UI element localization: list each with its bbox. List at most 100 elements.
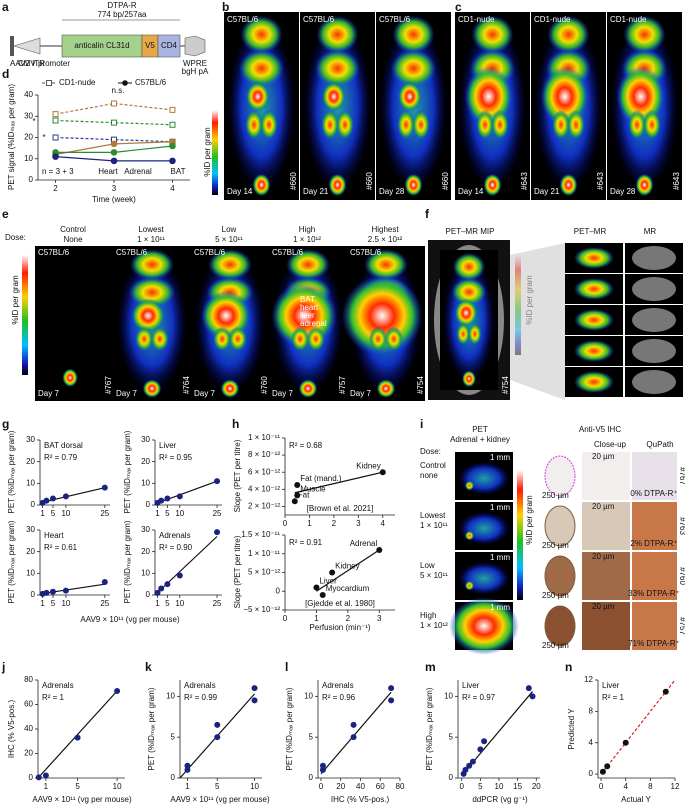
label: PET: [472, 425, 488, 434]
x-tick-label: 4: [381, 519, 386, 528]
point: [184, 762, 191, 769]
x-tick-label: 1: [40, 509, 45, 518]
pet-uptake: [464, 530, 475, 541]
panel-letter: l: [285, 660, 288, 674]
point: [169, 121, 176, 128]
ihc-qupath: [632, 602, 677, 650]
x-tick-label: 10: [175, 599, 184, 608]
pet-uptake: [298, 379, 318, 398]
label: adrenal: [300, 319, 327, 328]
ihc-tissue: [544, 505, 576, 547]
pet-uptake: [228, 326, 248, 352]
x-tick-label: 1: [44, 782, 49, 791]
pet-uptake: [476, 109, 494, 140]
axis: [597, 680, 675, 779]
y-axis-label: PET (%IDₘₐₓ per gram): [123, 520, 132, 603]
pet-uptake: [239, 49, 284, 88]
chart-title: Heart: [44, 531, 64, 540]
label: CD1-nude: [610, 15, 647, 24]
pet-uptake: [392, 15, 435, 54]
label: Day 28: [610, 187, 636, 196]
label: none: [420, 471, 438, 480]
y-tick-label: 10: [26, 568, 35, 577]
point: [43, 589, 50, 596]
pet-uptake: [449, 597, 519, 655]
point: [110, 157, 118, 165]
y-axis-label: Slope (PET per titre): [233, 439, 242, 512]
ihc-tissue: [544, 605, 576, 647]
panel-letter: a: [2, 0, 9, 14]
pet-uptake: [552, 109, 570, 140]
label: 2% DTPA-R⁺: [630, 539, 677, 548]
panel-letter: b: [222, 0, 229, 14]
pet-uptake: [245, 81, 270, 112]
x-tick-label: 1: [314, 614, 319, 623]
animal-id: #757: [338, 376, 347, 394]
label: WPRE: [183, 59, 207, 68]
pet-uptake: [451, 278, 487, 306]
point-label: Adrenal: [350, 539, 378, 548]
y-tick-label: 20: [26, 457, 35, 466]
slice-mr: [632, 370, 676, 394]
y-tick-label: 20: [141, 547, 150, 556]
ihc-closeup: [582, 602, 630, 650]
y-axis-label: Slope (PET per titre): [233, 535, 242, 608]
chart-title: Liver: [159, 441, 177, 450]
y-tick-label: 10: [304, 691, 313, 700]
y-tick-label: 0: [171, 773, 176, 782]
x-tick-label: 5: [165, 599, 170, 608]
panel-letter: f: [425, 207, 430, 221]
x-tick-label: 25: [213, 509, 222, 518]
colorbar-label: %ID per gram: [11, 275, 20, 325]
x-tick-label: 5: [165, 509, 170, 518]
x-tick-label: 1: [307, 519, 312, 528]
pet-uptake: [559, 173, 578, 197]
label: Lowest: [138, 225, 164, 234]
pet-uptake: [220, 379, 240, 398]
label: 33% DTPA-R⁺: [628, 589, 680, 598]
point: [477, 746, 484, 753]
r-squared: R² = 0.79: [44, 453, 78, 462]
pet-uptake: [306, 326, 326, 352]
label: CD1-nude: [458, 15, 495, 24]
label: 250 µm: [542, 491, 569, 500]
y-axis-label: PET (%IDₘₐₓ per gram): [7, 430, 16, 513]
colorbar: [22, 255, 28, 375]
point: [164, 581, 171, 588]
point: [214, 478, 221, 485]
point: [158, 585, 165, 592]
y-tick-label: 2 × 10⁻¹²: [248, 502, 280, 511]
fit-line: [37, 690, 118, 779]
chart-title: Adrenals: [42, 681, 74, 690]
y-tick-label: 5: [171, 732, 176, 741]
label: Day 7: [116, 389, 137, 398]
series-label: BAT: [171, 167, 186, 176]
pet-image: [113, 246, 191, 401]
point: [251, 697, 258, 704]
label: C57BL/6: [272, 248, 304, 257]
point: [101, 484, 108, 491]
panel-letter: e: [2, 207, 9, 221]
point: [111, 100, 117, 107]
y-tick-label: 30: [26, 525, 35, 534]
label: C57BL/6: [194, 248, 226, 257]
y-tick-label: 4: [589, 738, 594, 747]
r-squared: R² = 0.91: [289, 538, 323, 547]
point: [169, 157, 176, 165]
point: [529, 693, 536, 700]
x-tick-label: 10: [250, 782, 259, 791]
pet-uptake: [391, 49, 436, 88]
animal-id: #760: [678, 567, 685, 585]
x-tick-label: 10: [113, 782, 122, 791]
x-tick-label: 25: [100, 509, 109, 518]
x-axis-label: Time (week): [92, 195, 136, 204]
label: C57BL/6: [38, 248, 70, 257]
label: liver: [300, 311, 315, 320]
pet-image: [607, 12, 682, 200]
pet-image: [440, 250, 498, 390]
ihc-closeup: [582, 502, 630, 550]
y-tick-label: 0: [146, 500, 151, 509]
pet-uptake: [62, 368, 78, 388]
pet-uptake: [457, 511, 511, 546]
pet-image: [35, 246, 113, 401]
